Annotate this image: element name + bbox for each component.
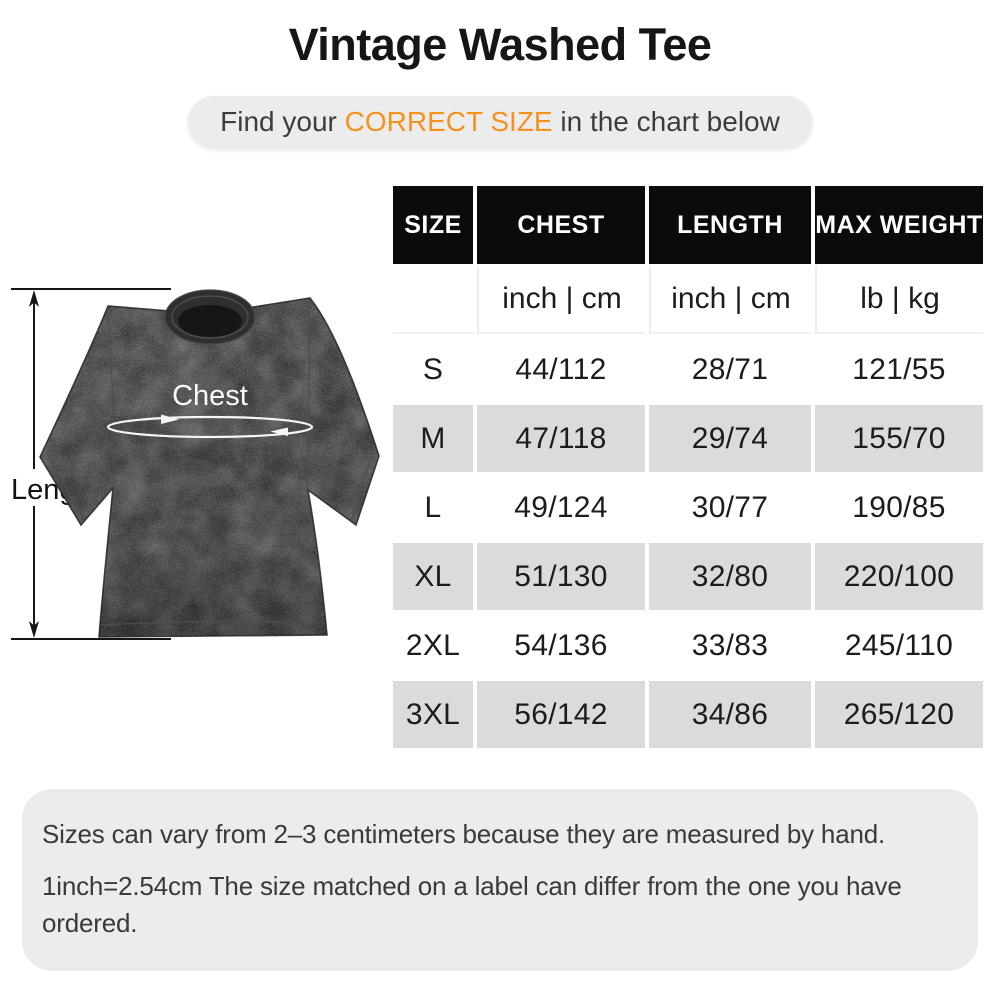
row-xl-weight: 220/100 <box>815 543 983 610</box>
row-s-length: 28/71 <box>691 352 769 386</box>
row-2xl-size: 2XL <box>405 628 461 662</box>
page-title: Vintage Washed Tee <box>288 19 712 70</box>
sizing-notes-panel: Sizes can vary from 2–3 centimeters beca… <box>22 789 978 971</box>
row-l-size: L <box>424 490 442 524</box>
chest-arrow-left-icon <box>270 427 288 436</box>
shirt-outline <box>39 291 380 638</box>
tshirt-measurement-diagram: Length <box>11 288 380 640</box>
size-chart-table: SIZE CHEST LENGTH MAX WEIGHT inch | cm i… <box>393 186 983 748</box>
chest-arrow-right-icon <box>161 414 179 424</box>
tshirt-graphic <box>39 289 380 638</box>
row-l-weight: 190/85 <box>852 490 946 524</box>
row-3xl-weight: 265/120 <box>815 681 983 748</box>
header-length: LENGTH <box>649 186 811 264</box>
row-m-chest: 47/118 <box>477 405 645 472</box>
row-xl-size: XL <box>393 543 473 610</box>
chest-label: Chest <box>172 380 248 412</box>
header-max-weight: MAX WEIGHT <box>815 186 983 264</box>
note-line-2: 1inch=2.54cm The size matched on a label… <box>42 870 902 938</box>
unit-length: inch | cm <box>649 266 811 334</box>
unit-weight: lb | kg <box>815 266 983 334</box>
row-3xl-size: 3XL <box>393 681 473 748</box>
row-2xl-weight: 245/110 <box>844 628 954 662</box>
row-s-size: S <box>422 352 444 386</box>
size-hint-banner: Find your CORRECT SIZE in the chart belo… <box>188 96 812 148</box>
header-chest: CHEST <box>477 186 645 264</box>
arrow-down-icon <box>29 621 39 638</box>
collar <box>164 289 256 345</box>
row-m-weight: 155/70 <box>815 405 983 472</box>
unit-chest: inch | cm <box>477 266 645 334</box>
row-xl-chest: 51/130 <box>477 543 645 610</box>
row-l-chest: 49/124 <box>514 490 608 524</box>
row-s-weight: 121/55 <box>852 352 946 386</box>
shirt-seams <box>46 300 374 626</box>
row-m-size: M <box>393 405 473 472</box>
banner-text-prefix: Find your <box>220 106 345 137</box>
row-2xl-length: 33/83 <box>691 628 769 662</box>
row-xl-length: 32/80 <box>649 543 811 610</box>
row-m-length: 29/74 <box>649 405 811 472</box>
length-measure-arrow <box>11 288 171 640</box>
row-s-chest: 44/112 <box>515 352 607 386</box>
arrow-up-icon <box>29 290 39 307</box>
header-size: SIZE <box>393 186 473 264</box>
unit-cell-empty <box>393 266 473 334</box>
banner-text-suffix: in the chart below <box>552 106 780 137</box>
row-2xl-chest: 54/136 <box>514 628 608 662</box>
row-l-length: 30/77 <box>691 490 769 524</box>
chest-measure-ellipse <box>106 415 314 439</box>
row-3xl-length: 34/86 <box>649 681 811 748</box>
row-3xl-chest: 56/142 <box>477 681 645 748</box>
banner-highlight-text: CORRECT SIZE <box>344 106 553 137</box>
note-line-1: Sizes can vary from 2–3 centimeters beca… <box>42 819 885 849</box>
